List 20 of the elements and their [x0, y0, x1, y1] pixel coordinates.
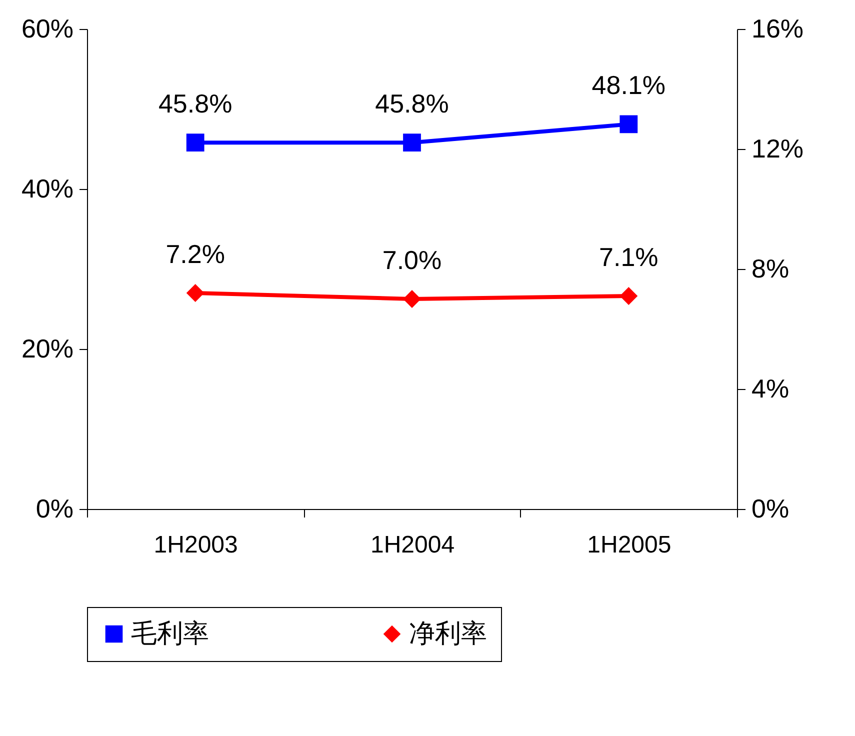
y-tick-label: 60%	[21, 14, 74, 44]
x-tick-label: 1H2005	[587, 532, 672, 558]
x-tick-label: 1H2003	[154, 532, 238, 558]
x-tick-label: 1H2004	[370, 532, 455, 558]
y2-tick-label: 12%	[752, 134, 804, 164]
legend-label: 毛利率	[131, 618, 209, 648]
data-label: 7.1%	[599, 242, 658, 272]
y2-tick-label: 16%	[752, 14, 804, 44]
y-tick-label: 20%	[21, 334, 74, 364]
data-label: 45.8%	[375, 88, 449, 119]
y-tick-label: 0%	[36, 494, 74, 524]
data-label: 45.8%	[158, 88, 232, 119]
y2-tick-label: 4%	[752, 374, 790, 404]
y-tick-label: 40%	[21, 174, 74, 204]
data-label: 7.2%	[166, 239, 225, 269]
data-label: 48.1%	[592, 70, 666, 100]
legend-label: 净利率	[409, 618, 487, 648]
data-label: 7.0%	[382, 245, 442, 275]
y2-tick-label: 0%	[752, 494, 790, 524]
y2-tick-label: 8%	[752, 254, 790, 284]
